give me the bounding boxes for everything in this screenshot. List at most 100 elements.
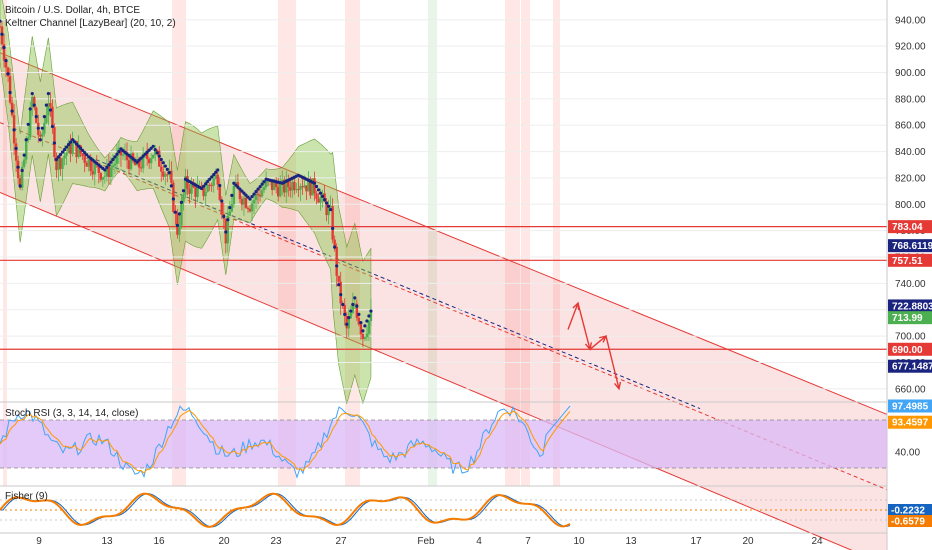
candle-body	[16, 160, 20, 179]
midline-dot	[147, 148, 151, 152]
midline-dot	[347, 316, 351, 320]
candle-body	[232, 186, 236, 205]
midline-dot	[212, 173, 216, 177]
candle-body	[325, 201, 328, 216]
candle-body	[226, 215, 230, 244]
price-tick-label: 920.00	[895, 42, 926, 53]
time-axis[interactable]: 9 13 16 20 23 27 Feb 4 7 10 13 17 20 24	[36, 536, 823, 547]
midline-dot	[167, 171, 171, 175]
midline-dot	[107, 163, 111, 167]
midline-dot	[36, 126, 40, 130]
midline-dot	[141, 154, 145, 158]
fisher-trigger-line	[0, 493, 571, 528]
midline-dot	[316, 188, 321, 192]
stoch-value-tag	[888, 415, 932, 429]
candle-body	[313, 178, 316, 194]
midline-dot	[333, 245, 337, 249]
midline-dot	[111, 157, 115, 162]
fisher-value-label: -0.6579	[891, 517, 925, 528]
candle-body	[170, 170, 173, 183]
midline-dot	[64, 145, 69, 149]
price-tick-label: 900.00	[895, 68, 926, 79]
candle-body	[162, 171, 165, 177]
stoch-k-line	[0, 405, 571, 479]
candle-body	[127, 160, 131, 170]
projection-line	[69, 148, 701, 410]
candle-body	[31, 96, 34, 108]
candle-body	[305, 185, 308, 192]
candle-body	[129, 153, 133, 170]
candle-body	[367, 321, 371, 334]
candle-body	[51, 106, 54, 128]
midline-dot	[153, 147, 157, 152]
indicator-legend: Keltner Channel [LazyBear] (20, 10, 2)	[5, 18, 176, 29]
candle-body	[287, 179, 290, 188]
candle-body	[75, 141, 78, 157]
candle-body	[361, 333, 365, 340]
candle-body	[204, 191, 207, 197]
candle-body	[147, 159, 151, 164]
signal-band	[553, 0, 560, 402]
candle-body	[357, 317, 361, 325]
arrow-down-1	[577, 302, 591, 350]
midline-dot	[331, 226, 335, 230]
candle-body	[206, 184, 209, 192]
arrow-down-2	[605, 335, 620, 389]
candle-body	[285, 179, 288, 193]
candle-body	[160, 166, 163, 172]
price-tick-label: 880.00	[895, 94, 926, 105]
midline-dot	[355, 304, 359, 308]
fisher-pane[interactable]: -0.2232-0.6579	[0, 492, 932, 528]
time-tick-label: 27	[335, 536, 347, 547]
candle-body	[337, 275, 340, 282]
candle-body	[89, 159, 92, 171]
candle-body	[299, 186, 302, 190]
midline-dot	[105, 165, 109, 169]
midline-dot	[359, 320, 363, 325]
candle-body	[262, 187, 266, 191]
candle-body	[109, 167, 113, 178]
candle-body	[220, 199, 223, 214]
candle-body	[301, 186, 304, 188]
candle-body	[150, 158, 153, 164]
midline-dot	[250, 194, 254, 199]
fisher-line	[0, 492, 571, 528]
candle-body	[8, 76, 12, 103]
candle-body	[333, 239, 336, 247]
candle-body	[295, 189, 298, 191]
candle-body	[77, 145, 80, 157]
candle-body	[242, 197, 246, 205]
price-tag	[888, 342, 932, 356]
candle-body	[158, 150, 161, 167]
price-axis[interactable]: 940.00 920.00 900.00 880.00 860.00 840.00 820.…	[895, 15, 926, 395]
midline-dot	[246, 195, 250, 199]
keltner-band	[0, 0, 372, 405]
midline-dot	[181, 189, 186, 193]
candle-body	[303, 185, 306, 188]
midline-dot	[327, 204, 331, 208]
candle-body	[190, 183, 193, 194]
candle-body	[317, 198, 320, 203]
candle-body	[123, 152, 127, 155]
time-tick-label: 4	[476, 536, 482, 547]
midline-dot	[365, 319, 369, 323]
midline-dot	[238, 187, 242, 191]
midline-dot	[220, 199, 224, 203]
channel-lower-line	[0, 191, 853, 550]
candle-body	[65, 152, 68, 156]
midline-dot	[173, 210, 177, 214]
midline-dot	[135, 160, 139, 164]
price-tag	[888, 220, 932, 234]
candle-body	[214, 174, 217, 179]
signal-band	[345, 0, 360, 402]
stoch-rsi-pane[interactable]: 40.00 97.4985 93.4597	[0, 399, 932, 479]
midline-dot	[75, 142, 79, 146]
price-tag	[888, 299, 932, 313]
candle-body	[228, 211, 232, 216]
midline-dot	[171, 197, 175, 201]
signal-band	[278, 0, 296, 402]
candle-body	[365, 333, 369, 338]
candle-body	[87, 159, 90, 167]
arrow-down-2-head	[613, 381, 622, 391]
